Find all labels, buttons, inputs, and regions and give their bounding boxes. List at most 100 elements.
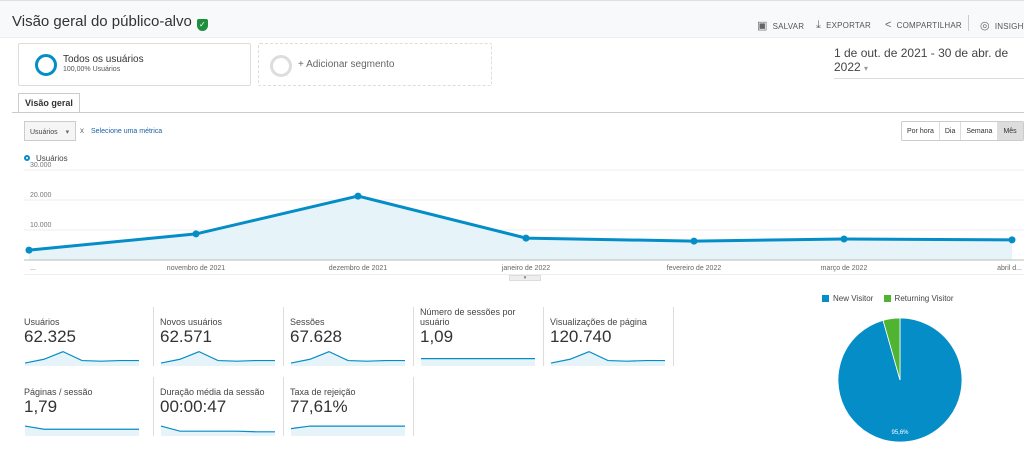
sparkline xyxy=(290,425,405,436)
data-point xyxy=(25,246,33,254)
select-metric-link[interactable]: Selecione uma métrica xyxy=(91,128,163,135)
save-button[interactable]: ▣ SALVAR xyxy=(757,20,805,32)
metric-value: 77,61% xyxy=(290,397,348,416)
sparkline xyxy=(24,425,139,436)
metric-tile[interactable]: Duração média da sessão 00:00:47 xyxy=(154,377,284,436)
sparkline-line xyxy=(24,425,139,430)
users-line-chart: 30.000 20.000 10.000... novembro de 2021 dez… xyxy=(24,162,1024,275)
x-tick-label: março de 2022 xyxy=(821,265,868,272)
sparkline-line xyxy=(160,350,275,364)
sparkline-fill xyxy=(291,426,405,436)
sparkline-fill xyxy=(25,426,139,436)
save-icon: ▣ xyxy=(757,20,768,32)
data-point xyxy=(192,230,200,238)
sparkline-fill xyxy=(291,351,405,366)
metric-tile[interactable]: Taxa de rejeição 77,61% xyxy=(284,377,414,436)
date-range-picker[interactable]: 1 de out. de 2021 - 30 de abr. de 2022 ▾ xyxy=(834,46,1024,79)
metric-value: 00:00:47 xyxy=(160,397,227,416)
legend-dot-icon xyxy=(24,155,30,161)
x-tick-label: novembro de 2021 xyxy=(167,265,225,272)
data-point xyxy=(690,237,698,245)
metric-tile[interactable]: Número de sessões por usuário 1,09 xyxy=(414,307,544,366)
x-tick-label: fevereiro de 2022 xyxy=(667,265,722,272)
sparkline-line xyxy=(24,350,139,364)
metric-tile[interactable]: Usuários 62.325 xyxy=(24,307,154,366)
period-selector: Por hora Dia Semana Mês xyxy=(901,121,1024,141)
share-button[interactable]: < COMPARTILHAR xyxy=(885,19,962,31)
pie-legend: New Visitor Returning Visitor xyxy=(822,294,954,303)
period-week-button[interactable]: Semana xyxy=(961,122,999,140)
y-tick-label: 10.000 xyxy=(30,222,52,229)
metric-value: 67.628 xyxy=(290,327,342,346)
metric-label: Número de sessões por usuário xyxy=(420,307,516,327)
metric-label: Visualizações de página xyxy=(550,317,647,327)
sparkline-fill xyxy=(161,426,275,436)
collapse-chart-button[interactable]: ▾ xyxy=(509,275,541,281)
caret-down-icon: ▾ xyxy=(65,129,70,136)
sparkline xyxy=(24,350,139,366)
sparkline-line xyxy=(290,350,405,364)
page-header xyxy=(0,0,1024,38)
x-tick-label: abril d... xyxy=(997,265,1022,272)
y-tick-label: 30.000 xyxy=(30,162,52,169)
segment-ring-icon xyxy=(35,54,57,76)
pie-slice xyxy=(882,317,901,381)
x-tick-label: dezembro de 2021 xyxy=(329,265,387,272)
metric-value: 1,79 xyxy=(24,397,58,416)
sparkline xyxy=(160,425,275,436)
remove-metric-button[interactable]: x xyxy=(80,126,84,135)
empty-segment-icon xyxy=(270,55,292,77)
slice-label: 95,6% xyxy=(891,430,909,436)
sparkline xyxy=(160,350,275,366)
segment-all-users[interactable]: Todos os usuários 100,00% Usuários xyxy=(18,43,251,86)
chevron-down-icon: ▾ xyxy=(864,64,869,73)
share-icon: < xyxy=(885,19,892,31)
metric-label: Duração média da sessão xyxy=(160,387,265,397)
download-icon: ⤓ xyxy=(816,19,822,31)
area-fill xyxy=(29,196,1012,260)
sparkline-line xyxy=(290,425,405,430)
metric-tile[interactable]: Páginas / sessão 1,79 xyxy=(24,377,154,436)
sparkline xyxy=(421,358,535,366)
tab-divider xyxy=(12,112,1024,113)
verified-check-icon: ✓ xyxy=(196,19,208,31)
x-tick-label: ... xyxy=(30,265,36,272)
metric-label: Sessões xyxy=(290,317,325,327)
sparkline xyxy=(550,350,665,366)
data-point xyxy=(840,235,848,243)
metric-tile[interactable]: Visualizações de página 120.740 xyxy=(544,307,674,366)
metric-dropdown[interactable]: Usuários ▾ xyxy=(24,121,76,141)
data-point xyxy=(522,234,530,242)
metric-tile[interactable]: Novos usuários 62.571 xyxy=(154,307,284,366)
sparkline xyxy=(290,350,405,366)
period-day-button[interactable]: Dia xyxy=(940,122,962,140)
sparkline-fill xyxy=(421,358,535,366)
metric-value: 120.740 xyxy=(550,327,612,346)
metric-value: 62.571 xyxy=(160,327,212,346)
sparkline-line xyxy=(160,425,275,433)
visitor-pie-chart: 95,6% xyxy=(837,317,963,443)
legend-swatch xyxy=(822,295,829,302)
period-month-button[interactable]: Mês xyxy=(998,122,1023,140)
metric-label: Usuários xyxy=(24,317,60,327)
period-hour-button[interactable]: Por hora xyxy=(902,122,940,140)
data-point xyxy=(1008,236,1016,244)
tab-overview[interactable]: Visão geral xyxy=(18,93,80,113)
metric-tile[interactable]: Sessões 67.628 xyxy=(284,307,414,366)
legend-swatch xyxy=(883,295,891,302)
sparkline-fill xyxy=(161,351,275,366)
insights-button[interactable]: ◎INSIGHTS xyxy=(980,20,1024,32)
sparkline-line xyxy=(550,350,665,364)
export-button[interactable]: ⤓ EXPORTAR xyxy=(816,19,871,31)
metric-label: Páginas / sessão xyxy=(24,387,93,397)
metric-label: Novos usuários xyxy=(160,317,223,327)
sparkline-fill xyxy=(551,351,665,366)
page-title: Visão geral do público-alvo ✓ xyxy=(12,13,208,31)
metric-label: Taxa de rejeição xyxy=(290,387,356,397)
x-tick-label: janeiro de 2022 xyxy=(501,265,550,272)
metric-value: 62.325 xyxy=(24,327,76,346)
insights-icon: ◎ xyxy=(980,20,990,32)
chart-legend: Usuários xyxy=(24,154,68,163)
add-segment-button[interactable]: + Adicionar segmento xyxy=(258,43,492,86)
y-tick-label: 20.000 xyxy=(30,192,52,199)
